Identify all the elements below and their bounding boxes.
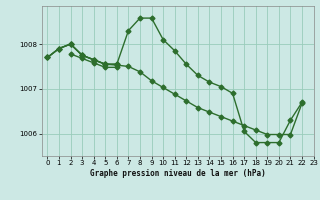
X-axis label: Graphe pression niveau de la mer (hPa): Graphe pression niveau de la mer (hPa)	[90, 169, 266, 178]
